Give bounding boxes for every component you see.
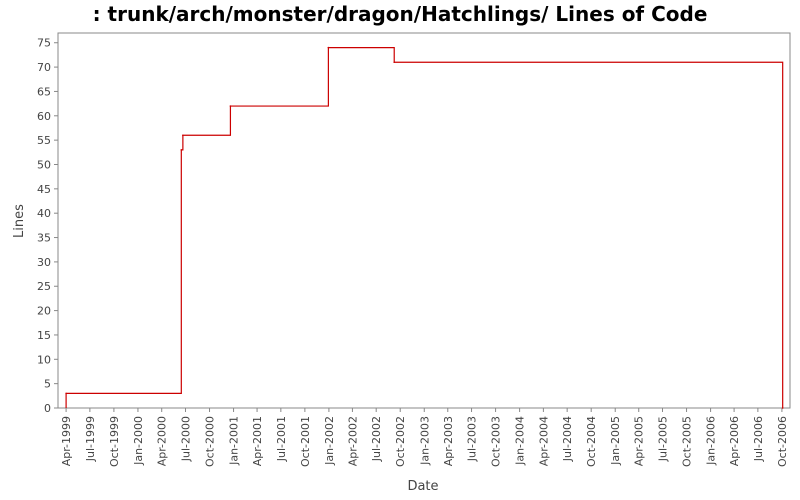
y-tick-label: 40 — [37, 207, 51, 220]
x-tick-label: Jan-2006 — [705, 416, 718, 466]
y-tick-label: 10 — [37, 353, 51, 366]
chart-title: : trunk/arch/monster/dragon/Hatchlings/ … — [92, 2, 708, 26]
x-tick-label: Apr-2005 — [633, 416, 646, 466]
x-tick-label: Jul-2004 — [561, 416, 574, 462]
data-point — [229, 105, 232, 107]
x-tick-label: Oct-2002 — [394, 416, 407, 467]
plot-area — [57, 32, 791, 409]
x-tick-label: Apr-1999 — [60, 416, 73, 466]
y-tick-label: 25 — [37, 280, 51, 293]
x-axis-title: Date — [407, 479, 438, 494]
x-tick-label: Jul-2002 — [370, 416, 383, 462]
x-tick-label: Apr-2006 — [728, 416, 741, 466]
data-point — [65, 392, 67, 395]
x-tick-label: Oct-2003 — [490, 416, 503, 467]
x-tick-label: Jul-2006 — [752, 416, 765, 462]
x-tick-label: Apr-2003 — [442, 416, 455, 466]
x-tick-label: Jan-2003 — [418, 416, 431, 466]
x-axis-ticks: Apr-1999 Jul-1999 Oct-1999 Jan-2000 Apr-2000… — [60, 408, 789, 467]
y-tick-label: 45 — [37, 183, 51, 196]
y-axis-title: Lines — [12, 204, 27, 238]
x-tick-label: Jul-2005 — [657, 416, 670, 462]
data-point — [393, 61, 396, 64]
x-tick-label: Jul-2001 — [275, 416, 288, 462]
y-tick-label: 75 — [37, 37, 51, 50]
y-tick-label: 50 — [37, 158, 51, 171]
y-tick-label: 15 — [37, 329, 51, 342]
data-point — [180, 149, 183, 151]
x-tick-label: Jul-1999 — [84, 416, 97, 462]
y-tick-label: 55 — [37, 134, 51, 147]
x-tick-label: Oct-2001 — [299, 416, 312, 467]
y-tick-label: 0 — [44, 402, 51, 415]
x-tick-label: Jan-2005 — [609, 416, 622, 466]
y-tick-label: 5 — [44, 378, 51, 391]
x-tick-label: Jan-2000 — [132, 416, 145, 466]
x-tick-label: Jan-2004 — [514, 416, 527, 466]
data-point — [327, 46, 330, 49]
x-tick-label: Jul-2003 — [466, 416, 479, 462]
x-tick-label: Apr-2000 — [156, 416, 169, 466]
x-tick-label: Jan-2001 — [228, 416, 241, 466]
y-tick-label: 35 — [37, 232, 51, 245]
x-tick-label: Apr-2001 — [251, 416, 264, 466]
x-tick-label: Jul-2000 — [179, 416, 192, 462]
x-tick-label: Oct-2004 — [585, 416, 598, 467]
y-axis-ticks: 0 5 10 15 20 25 30 35 40 45 50 55 60 65 70 75 — [37, 37, 58, 415]
y-tick-label: 60 — [37, 110, 51, 123]
y-tick-label: 65 — [37, 85, 51, 98]
y-tick-label: 30 — [37, 256, 51, 269]
x-tick-label: Apr-2004 — [537, 416, 550, 466]
data-point — [182, 134, 184, 137]
x-tick-label: Jan-2002 — [323, 416, 336, 466]
y-tick-label: 20 — [37, 305, 51, 318]
x-tick-label: Oct-2006 — [776, 416, 789, 467]
x-tick-label: Oct-1999 — [108, 416, 121, 467]
series-line — [65, 47, 784, 408]
x-tick-label: Apr-2002 — [346, 416, 359, 466]
y-tick-label: 70 — [37, 61, 51, 74]
data-point — [781, 407, 784, 409]
x-tick-label: Oct-2000 — [204, 416, 217, 467]
series-layer — [65, 46, 784, 409]
x-tick-label: Oct-2005 — [681, 416, 694, 467]
